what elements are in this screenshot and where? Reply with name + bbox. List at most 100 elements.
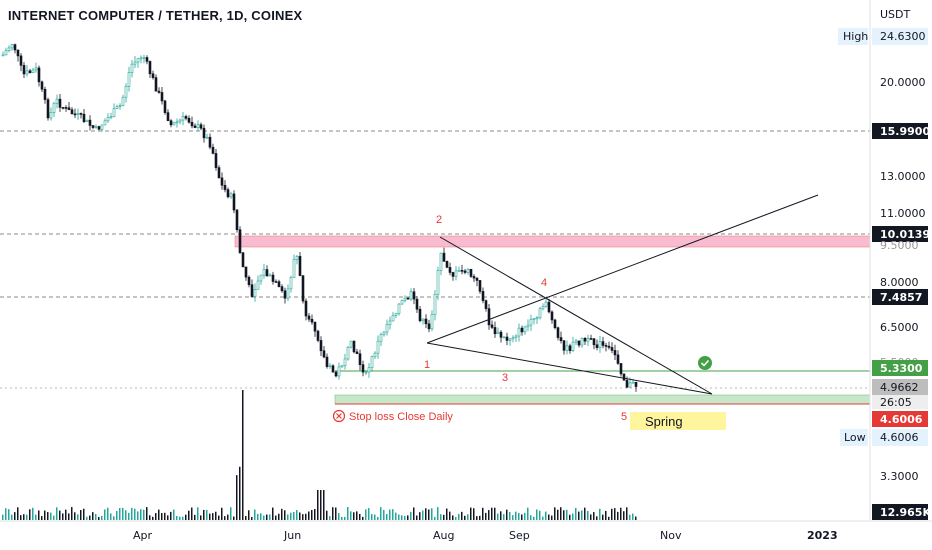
candle-body: [469, 268, 473, 277]
candle-body: [196, 124, 200, 128]
price-tag-5.33: [872, 360, 928, 376]
volume-bar: [203, 509, 205, 520]
wedge-upper-line: [439, 236, 713, 395]
candle-body: [16, 49, 20, 57]
candle-body: [451, 272, 455, 277]
candle-body: [175, 121, 179, 124]
volume-bar: [608, 516, 610, 520]
candle-body: [250, 284, 254, 297]
candle-body: [58, 98, 62, 108]
volume-bar: [548, 514, 550, 520]
candle-body: [217, 167, 221, 179]
candle-body: [556, 327, 560, 338]
candle-body: [295, 256, 299, 260]
candle-body: [481, 291, 485, 301]
support-zone: [334, 394, 871, 405]
candle-body: [493, 327, 497, 335]
price-tag-7.49: [872, 289, 928, 305]
volume-bar: [134, 508, 136, 520]
candle-body: [43, 88, 47, 100]
candle-body: [421, 318, 425, 322]
volume-bar: [215, 511, 217, 520]
candle-body: [496, 331, 500, 335]
candle-body: [55, 98, 59, 104]
volume-bar: [533, 516, 535, 520]
candle-body: [148, 61, 152, 75]
volume-bar: [185, 514, 187, 520]
volume-bar: [329, 516, 331, 520]
candle-body: [430, 314, 434, 330]
volume-bar: [431, 508, 433, 520]
candle-body: [121, 96, 125, 106]
candle-body: [607, 345, 611, 348]
volume-bar: [11, 514, 13, 520]
volume-bar: [293, 512, 295, 520]
volume-bar: [197, 507, 199, 520]
candle-body: [412, 291, 416, 300]
volume-bar: [62, 513, 64, 520]
volume-bar: [101, 515, 103, 520]
high-value-bg: [872, 28, 928, 45]
candle-body: [460, 270, 464, 272]
volume-bar: [623, 511, 625, 520]
volume-bar: [92, 512, 94, 520]
candle-body: [631, 381, 635, 384]
candle-body: [358, 353, 362, 365]
volume-bar: [119, 507, 121, 520]
candle-body: [100, 124, 104, 130]
candle-body: [124, 85, 128, 98]
volume-bar: [560, 507, 562, 520]
volume-bar: [530, 515, 532, 520]
volume-bar: [410, 511, 412, 520]
candle-body: [340, 365, 344, 368]
candle-body: [280, 286, 284, 292]
candle-body: [193, 125, 197, 128]
volume-bar: [425, 508, 427, 520]
volume-bar: [326, 510, 328, 520]
volume-bar: [311, 509, 313, 520]
spring-label: Spring: [645, 414, 683, 429]
volume-bar: [212, 513, 214, 520]
candle-body: [541, 306, 545, 310]
volume-bar: [182, 516, 184, 520]
candle-body: [601, 341, 605, 346]
candle-body: [46, 99, 50, 119]
volume-bar: [95, 514, 97, 520]
candle-body: [214, 153, 218, 168]
candle-body: [445, 261, 449, 268]
spring-label-bg: [630, 412, 726, 430]
volume-bar: [632, 513, 634, 520]
volume-bar: [149, 515, 151, 520]
volume-bar: [332, 507, 334, 520]
candle-body: [490, 324, 494, 328]
volume-bar: [590, 514, 592, 520]
candle-body: [502, 336, 506, 339]
volume-bar: [161, 513, 163, 520]
volume-bar: [305, 513, 307, 520]
volume-bar: [179, 516, 181, 520]
volume-bar: [545, 511, 547, 520]
wave-label-4: 4: [541, 277, 547, 289]
volume-bar: [551, 515, 553, 520]
volume-bar: [422, 510, 424, 520]
volume-bar: [365, 509, 367, 520]
candle-body: [22, 65, 26, 75]
candle-body: [187, 117, 191, 123]
volume-bar: [194, 514, 196, 520]
wave-label-2: 2: [436, 214, 442, 226]
candle-body: [4, 50, 8, 56]
volume-bar: [257, 513, 259, 520]
candle-body: [568, 345, 572, 351]
candle-body: [448, 267, 452, 273]
high-value: 24.6300: [880, 30, 926, 43]
candle-body: [517, 327, 521, 337]
candle-body: [346, 346, 350, 360]
candle-body: [538, 308, 542, 319]
volume-bar: [380, 507, 382, 520]
volume-bar: [461, 511, 463, 520]
volume-bar: [47, 512, 49, 520]
candle-body: [319, 340, 323, 352]
candle-body: [466, 268, 470, 273]
candle-body: [106, 117, 110, 122]
